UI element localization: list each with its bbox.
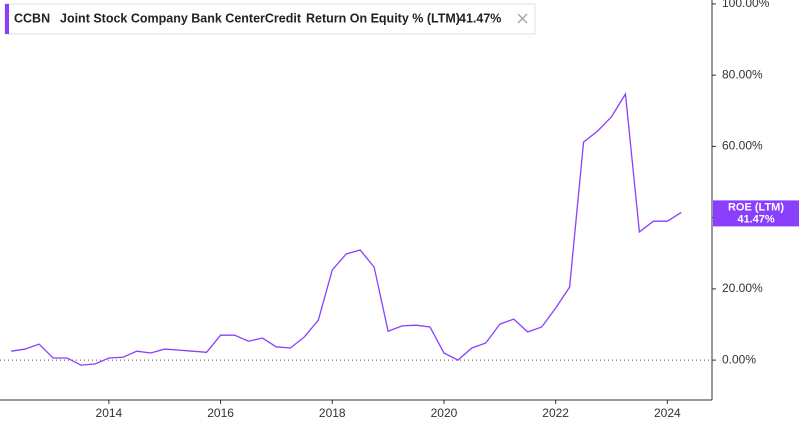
legend-swatch xyxy=(5,4,9,34)
legend-series: Return On Equity % (LTM) xyxy=(306,11,460,25)
y-tick-label: 20.00% xyxy=(722,281,763,295)
y-tick-label: 80.00% xyxy=(722,67,763,81)
company: Joint Stock Company Bank CenterCredit xyxy=(60,11,302,25)
x-tick-label: 2016 xyxy=(207,406,234,420)
badge-label: ROE (LTM) xyxy=(728,201,784,213)
series-line xyxy=(11,92,682,366)
y-tick-label: 100.00% xyxy=(722,0,770,10)
legend-box xyxy=(4,3,536,35)
badge-value: 41.47% xyxy=(737,213,775,225)
badge xyxy=(713,200,799,227)
close-icon[interactable] xyxy=(517,13,528,24)
x-tick-label: 2022 xyxy=(542,406,569,420)
x-tick-label: 2020 xyxy=(431,406,458,420)
y-tick-label: 60.00% xyxy=(722,139,763,153)
x-tick-label: 2014 xyxy=(96,406,123,420)
y-tick-label: 0.00% xyxy=(722,352,756,366)
x-tick-label: 2024 xyxy=(654,406,681,420)
ticker: CCBN xyxy=(14,11,50,25)
x-tick-label: 2018 xyxy=(319,406,346,420)
legend-value: 41.47% xyxy=(459,11,501,25)
